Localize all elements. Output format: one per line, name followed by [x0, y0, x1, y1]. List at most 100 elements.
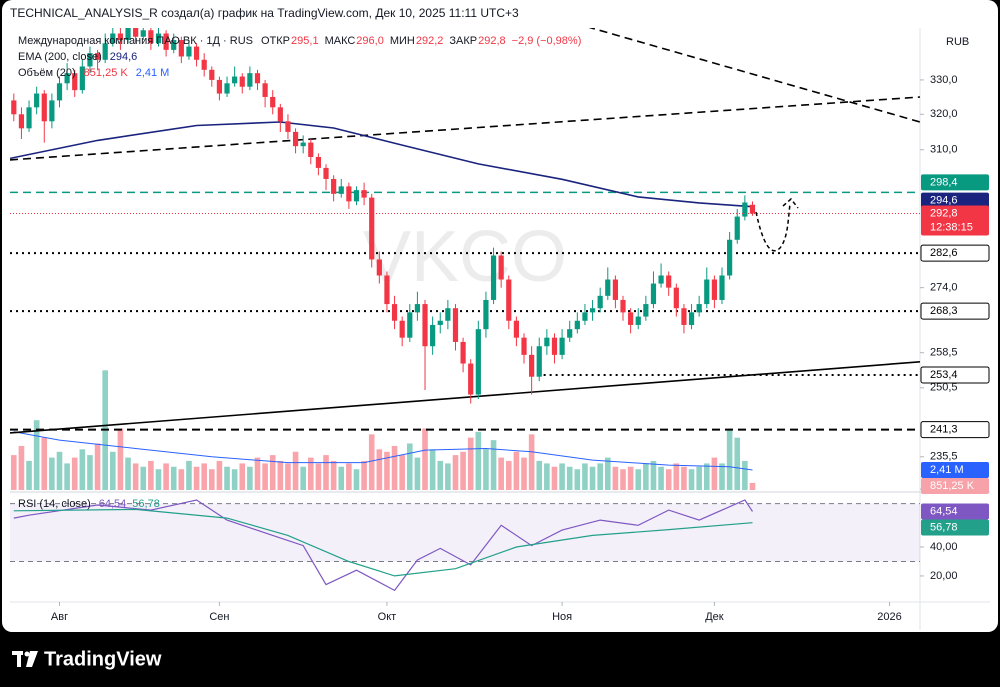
volume-bar: [285, 463, 291, 490]
volume-bar: [559, 463, 565, 490]
candle-body: [696, 304, 702, 313]
x-tick-label: 2026: [877, 611, 901, 623]
axis-label: 253,4: [930, 369, 958, 381]
candle-body: [536, 346, 542, 377]
candle-body: [346, 186, 352, 202]
volume-bar: [178, 469, 185, 490]
price-pane: [10, 28, 920, 490]
rsi-band: [10, 503, 920, 562]
volume-bar: [277, 460, 284, 490]
candle-body: [338, 186, 344, 194]
axis-label-box: [921, 192, 989, 209]
candle-body: [582, 312, 588, 321]
candle-body: [437, 320, 443, 325]
candle-body: [407, 312, 413, 338]
volume-bar: [26, 460, 32, 490]
candle-body: [468, 363, 474, 395]
legend-rsi: RSI (14, close) 64,54 56,78: [18, 498, 160, 510]
volume-bar: [665, 469, 672, 490]
footer-brand: TradingView: [44, 648, 162, 670]
axis-label-box: [921, 205, 989, 236]
candle-body: [224, 83, 230, 94]
volume-bar: [41, 437, 48, 490]
candle-body: [41, 93, 47, 122]
candle-body: [34, 93, 40, 108]
volume-bar: [56, 451, 63, 490]
axis-label-box: [920, 421, 990, 439]
volume-bar: [117, 428, 124, 490]
volume-bar: [696, 466, 702, 490]
candle-body: [666, 275, 672, 288]
volume-bar: [658, 466, 664, 490]
volume-bar: [231, 469, 238, 490]
volume-bar: [239, 463, 246, 490]
volume-bar: [330, 460, 337, 490]
volume-bar: [292, 451, 299, 490]
volume-bar: [429, 449, 436, 490]
axis-label-box: [921, 519, 989, 536]
arrow-head: [782, 197, 799, 209]
axis-label: 294,6: [930, 195, 958, 207]
volume-bar: [574, 469, 581, 490]
legend-label: ОТКР: [261, 35, 290, 47]
volume-bar: [140, 466, 147, 490]
ema-value: 294,6: [110, 51, 138, 63]
candle-body: [72, 73, 78, 91]
volume-bar: [483, 449, 489, 490]
volume-bar: [475, 431, 482, 490]
volume-bar: [125, 457, 131, 490]
candle-body: [529, 354, 535, 377]
y-tick-label: 235,5: [930, 451, 958, 463]
candle-body: [133, 28, 139, 37]
volume-bar: [201, 463, 207, 490]
volume-bar: [71, 457, 78, 490]
volume-bar: [528, 434, 535, 490]
volume-bar: [399, 455, 405, 490]
volume-bar: [110, 451, 116, 490]
legend-main: Международная компания ПАО ВК · 1Д · RUS…: [18, 35, 581, 47]
volume-bar: [635, 469, 642, 490]
volume-bar: [254, 457, 261, 490]
x-tick-label: Ноя: [552, 611, 572, 623]
candle-body: [11, 100, 17, 115]
trendline: [10, 96, 920, 161]
candle-body: [384, 275, 390, 305]
x-tick-label: Авг: [51, 611, 68, 623]
ema-name: EMA (200, close): [18, 51, 102, 63]
volume-bar: [64, 463, 70, 490]
volume-bar: [384, 451, 390, 490]
candle-body: [567, 329, 573, 338]
candle-body: [87, 53, 93, 67]
volume-bar: [33, 420, 40, 490]
candle-body: [148, 30, 154, 44]
legend-value: 292,8: [478, 35, 506, 47]
candle-body: [749, 204, 756, 214]
candle-body: [688, 312, 695, 325]
volume-bar: [460, 451, 466, 490]
candle-body: [605, 279, 611, 296]
y-tick-label: 310,0: [930, 144, 958, 156]
volume-bar: [749, 482, 756, 490]
volume-bar: [269, 455, 276, 490]
candle-body: [110, 33, 116, 44]
volume-bar: [18, 445, 25, 490]
volume-bar: [612, 466, 619, 490]
volume-bar: [87, 455, 93, 490]
candle-body: [193, 46, 200, 60]
candle-body: [650, 283, 657, 305]
candle-body: [460, 341, 466, 364]
rsi-ma-value: 56,78: [132, 498, 160, 510]
candle-body: [201, 59, 207, 70]
volume-bar: [224, 466, 230, 490]
candle-body: [727, 239, 733, 276]
y-tick-label: 274,0: [930, 282, 958, 294]
rsi-ma-line: [13, 508, 753, 577]
volume-bar: [155, 469, 162, 490]
header: TECHNICAL_ANALYSIS_R создал(а) график на…: [10, 6, 519, 20]
candle-body: [270, 96, 276, 108]
instrument: Международная компания ПАО ВК · 1Д · RUS: [18, 35, 253, 47]
candle-body: [483, 299, 489, 330]
axis-label: 282,6: [930, 247, 958, 259]
candle-body: [64, 73, 70, 84]
